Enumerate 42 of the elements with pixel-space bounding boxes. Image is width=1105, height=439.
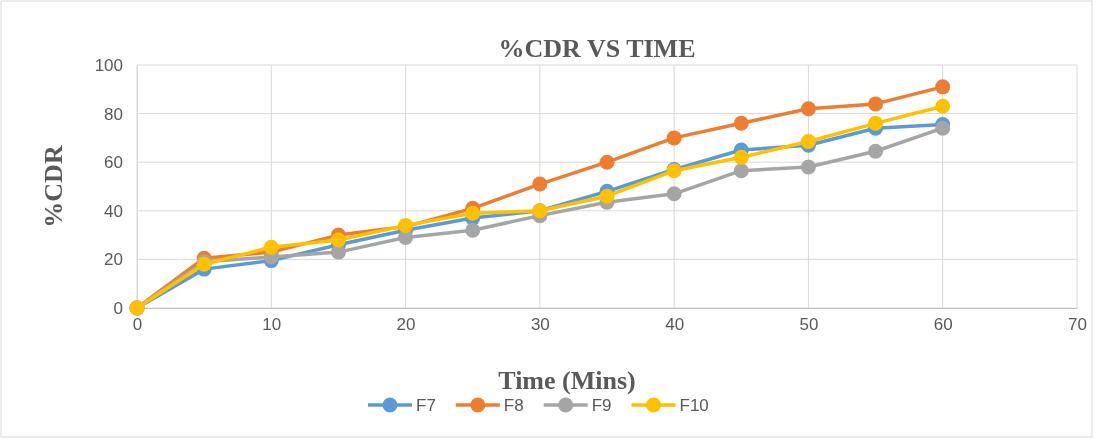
point (465, 205, 481, 221)
point (800, 101, 816, 117)
x-tick-label: 50 (799, 315, 819, 335)
x-tick-label: 60 (933, 315, 953, 335)
y-tick-label: 60 (104, 153, 123, 173)
point (465, 222, 481, 238)
y-tick-label: 100 (94, 55, 123, 75)
point (398, 230, 414, 246)
point (935, 79, 951, 95)
point (868, 143, 884, 159)
x-tick-label: 40 (665, 315, 685, 335)
x-tick-label: 10 (262, 315, 282, 335)
legend-label: F10 (679, 396, 709, 415)
y-tick-label: 20 (104, 250, 123, 270)
x-tick-label: 0 (132, 315, 143, 335)
point (330, 244, 346, 260)
point (800, 159, 816, 175)
x-tick-label: 70 (1068, 315, 1087, 335)
x-axis-title: Time (Mins) (498, 366, 636, 395)
y-axis-title: %CDR (39, 145, 68, 228)
point (666, 130, 682, 146)
point (263, 239, 279, 255)
point (868, 115, 884, 131)
point (935, 98, 951, 114)
point (330, 232, 346, 248)
point (733, 163, 749, 179)
y-tick-label: 40 (104, 201, 123, 221)
point (666, 186, 682, 202)
legend-label: F8 (503, 396, 524, 415)
chart-title: %CDR VS TIME (498, 34, 696, 63)
y-tick-label: 0 (113, 298, 123, 318)
x-tick-label: 30 (530, 315, 550, 335)
x-tick-label: 20 (396, 315, 416, 335)
point (599, 188, 615, 204)
legend-label: F7 (416, 396, 436, 415)
y-tick-label: 80 (104, 104, 123, 124)
point (733, 149, 749, 165)
point (868, 96, 884, 112)
point (532, 176, 548, 192)
point (733, 115, 749, 131)
legend-label: F9 (591, 396, 612, 415)
point (599, 154, 615, 170)
